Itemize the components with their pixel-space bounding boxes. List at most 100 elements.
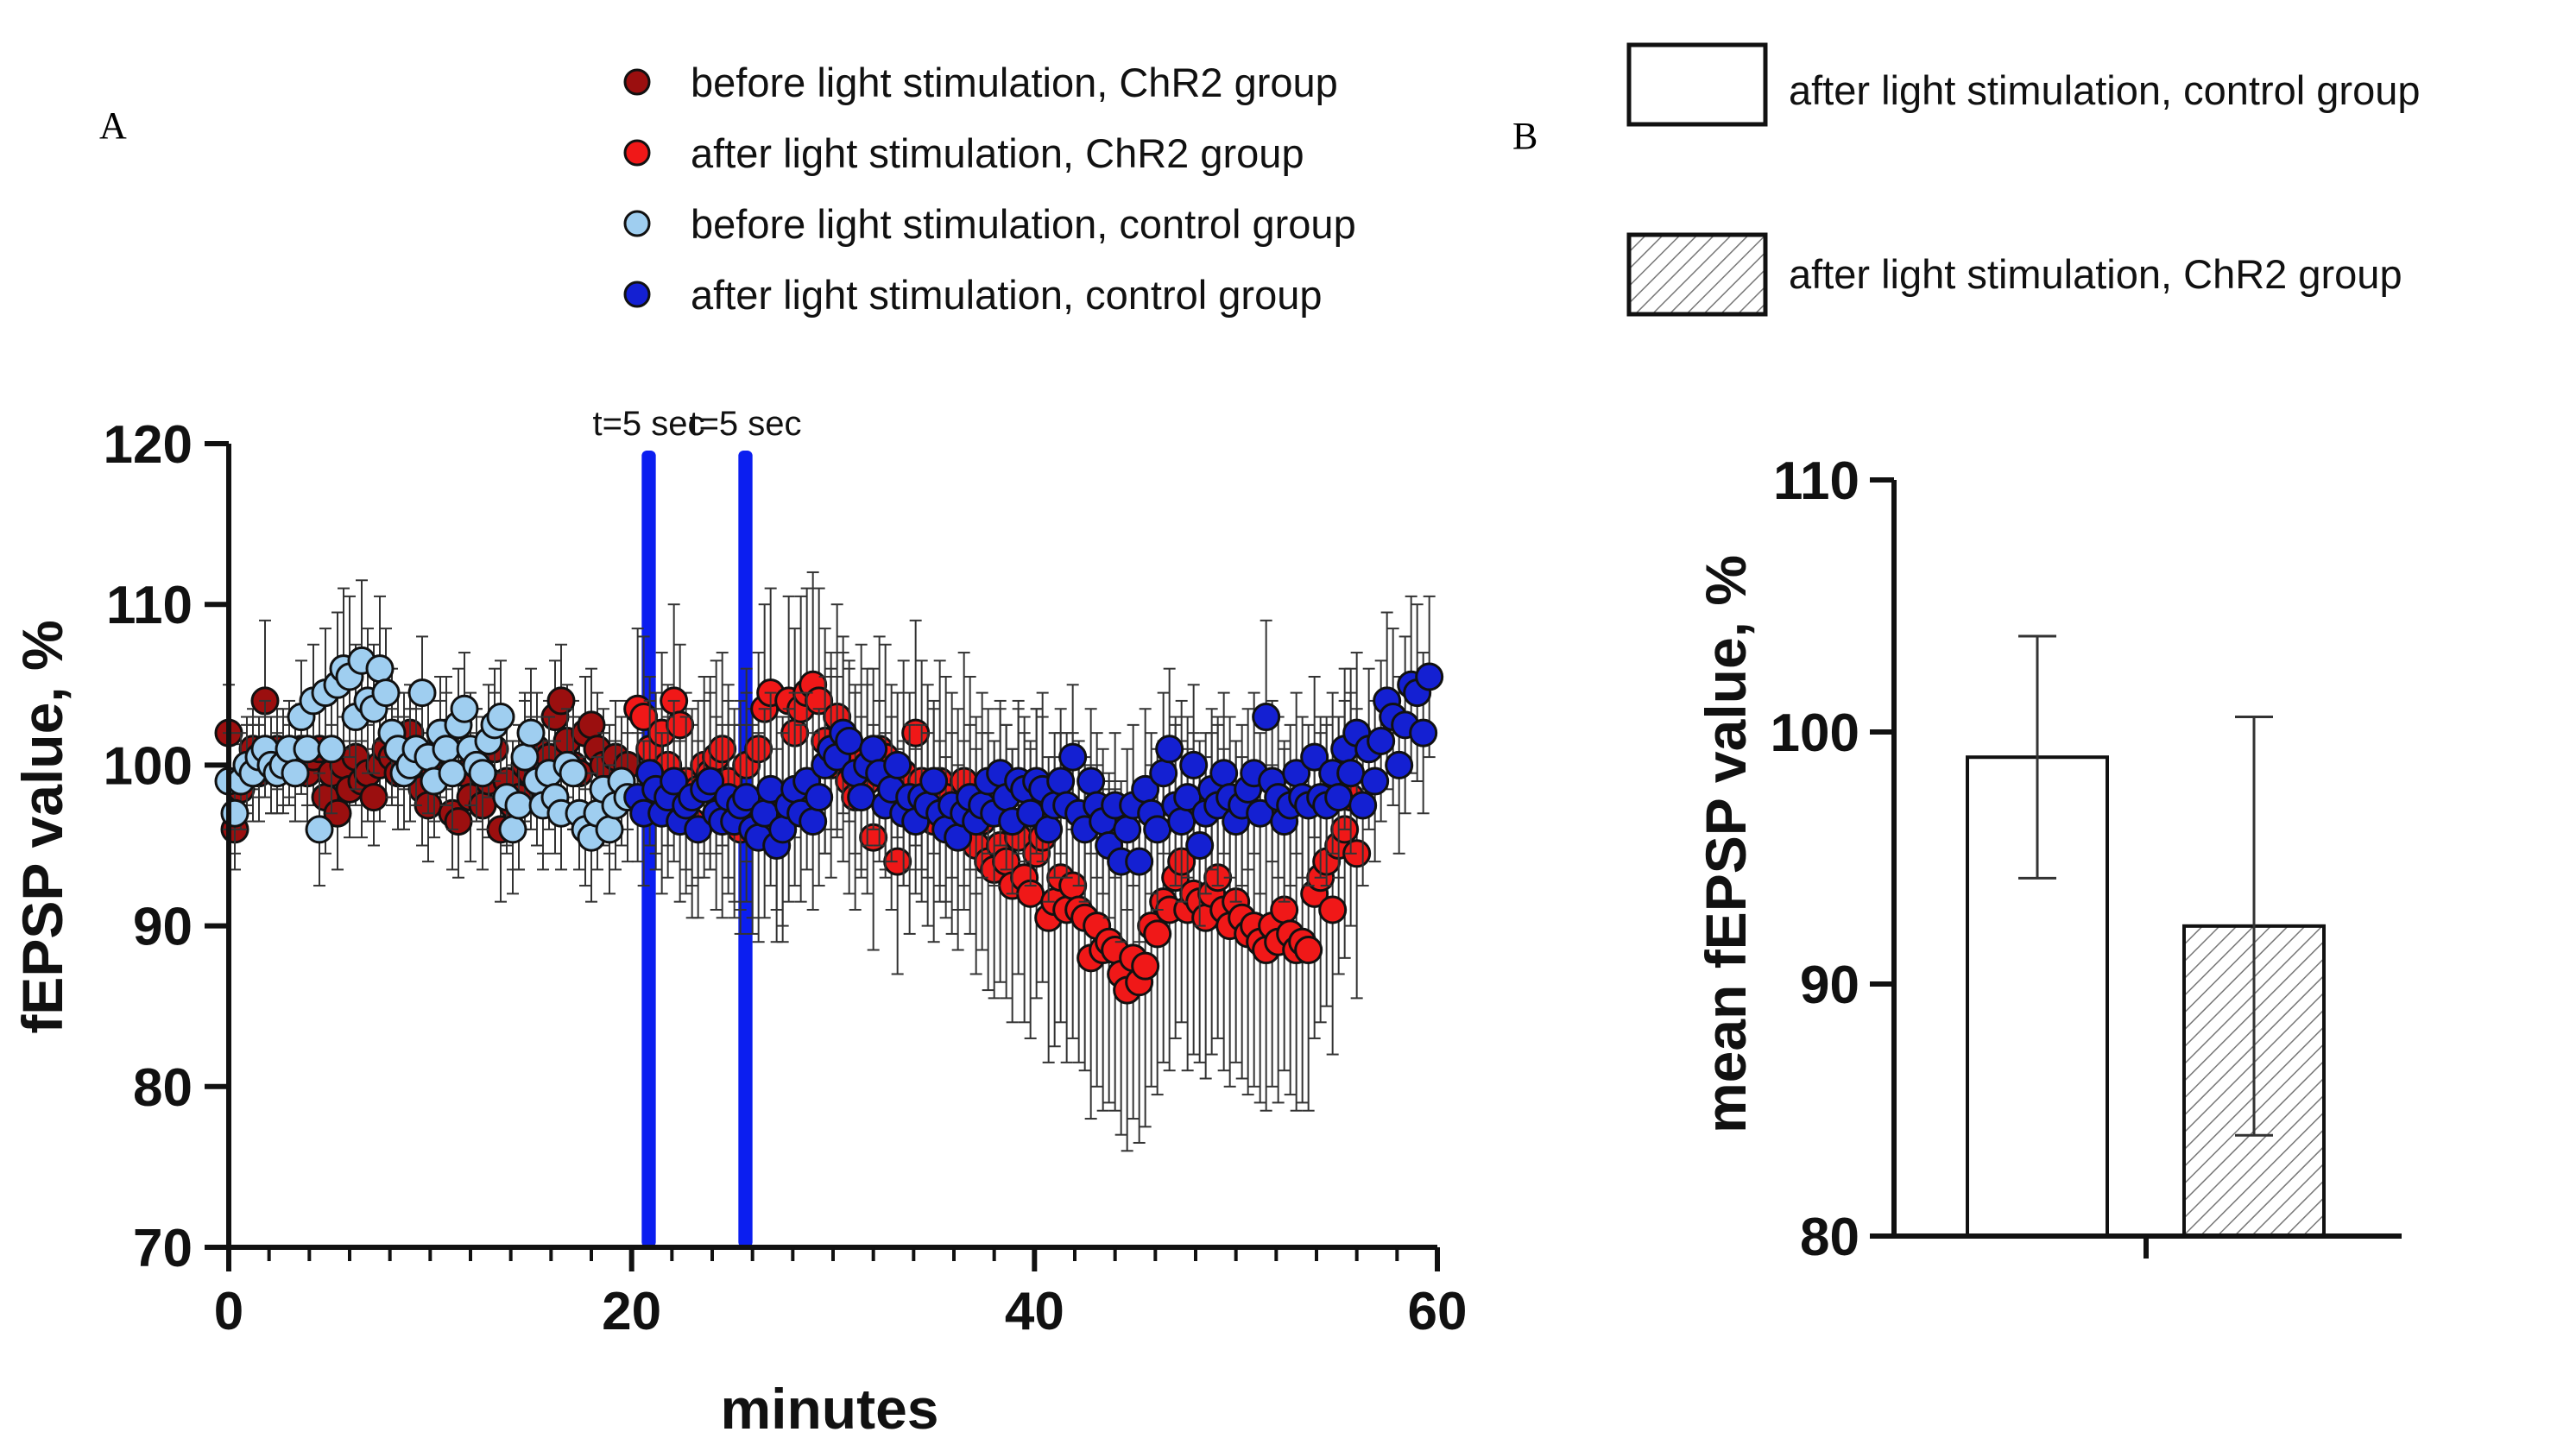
- data-point: [1300, 742, 1329, 772]
- legend-a-label-2: after light stimulation, ChR2 group: [691, 130, 1304, 176]
- chart-a-axes: 0 20 40 60 70 80 90 100 110 120: [104, 415, 1468, 1341]
- data-point: [883, 750, 912, 779]
- x-tick-label: 0: [214, 1282, 243, 1341]
- data-point: [450, 694, 479, 723]
- chart-b-y-tick-label: 100: [1771, 703, 1859, 763]
- data-point: [516, 718, 546, 748]
- data-point: [468, 759, 497, 788]
- data-point: [1336, 759, 1366, 788]
- panel-b-label: B: [1512, 115, 1537, 157]
- chart-b-y-tick-label: 110: [1773, 451, 1859, 511]
- data-point: [577, 710, 606, 740]
- chart-b-axes: 80 90 100 110: [1771, 451, 2402, 1267]
- chart-b: 80 90 100 110 mean fEPSP value, %: [1694, 451, 2402, 1267]
- data-point: [281, 759, 310, 788]
- chart-b-y-axis-title: mean fEPSP value, %: [1694, 555, 1758, 1133]
- data-point: [1185, 831, 1215, 860]
- data-point: [1318, 895, 1348, 924]
- legend-a-marker-3: [623, 210, 651, 237]
- data-point: [317, 735, 346, 764]
- data-point: [438, 759, 467, 788]
- data-point: [696, 767, 725, 796]
- data-point: [595, 815, 624, 844]
- data-point: [1143, 815, 1172, 844]
- data-point: [407, 678, 437, 708]
- data-point: [1294, 936, 1323, 965]
- data-point: [666, 710, 695, 740]
- data-point: [559, 759, 588, 788]
- y-tick-label: 80: [133, 1058, 193, 1118]
- legend-a-marker-2: [623, 139, 651, 167]
- legend-a-label-3: before light stimulation, control group: [691, 201, 1356, 247]
- legend-a: before light stimulation, ChR2 group aft…: [623, 60, 1356, 318]
- light-duration-label-2: t=5 sec: [689, 405, 801, 443]
- series-chr2-after: [623, 571, 1372, 1152]
- data-point: [1034, 815, 1064, 844]
- panel-a-label: A: [99, 104, 127, 147]
- y-tick-label: 100: [104, 736, 193, 796]
- data-point: [1113, 815, 1142, 844]
- legend-b-label-control: after light stimulation, control group: [1789, 67, 2420, 113]
- y-tick-label: 70: [133, 1219, 193, 1278]
- light-duration-label-1: t=5 sec: [592, 405, 704, 443]
- data-point: [444, 807, 473, 836]
- legend-a-marker-1: [623, 68, 651, 96]
- data-point: [498, 815, 527, 844]
- data-point: [293, 735, 322, 764]
- series-control-after: [623, 595, 1444, 943]
- data-point: [546, 686, 576, 716]
- data-point: [1252, 703, 1281, 732]
- data-point: [1131, 951, 1160, 981]
- data-point: [660, 767, 689, 796]
- series-control-before: [214, 579, 642, 903]
- data-point: [359, 783, 388, 812]
- x-tick-label: 60: [1408, 1282, 1468, 1341]
- data-point: [1046, 767, 1076, 796]
- data-point: [1125, 847, 1154, 876]
- legend-b-swatch-control: [1626, 42, 1768, 127]
- data-point: [1385, 750, 1414, 779]
- x-tick-label: 20: [602, 1282, 661, 1341]
- data-point: [486, 703, 515, 732]
- chart-a-points: [214, 571, 1444, 1152]
- data-point: [371, 678, 401, 708]
- y-tick-label: 90: [133, 898, 193, 957]
- data-point: [859, 735, 888, 764]
- data-point: [1348, 791, 1378, 820]
- data-point: [1149, 759, 1178, 788]
- data-point: [1179, 750, 1209, 779]
- data-point: [432, 735, 461, 764]
- legend-b-swatch-chr2: [1626, 232, 1768, 317]
- chart-a-y-axis-title: fEPSP value, %: [10, 620, 74, 1033]
- data-point: [919, 767, 949, 796]
- chart-b-y-tick-label: 80: [1800, 1208, 1859, 1267]
- legend-b: after light stimulation, control group a…: [1626, 42, 2420, 317]
- data-point: [805, 783, 834, 812]
- x-tick-label: 40: [1005, 1282, 1064, 1341]
- data-point: [1367, 726, 1396, 755]
- data-point: [305, 815, 334, 844]
- data-point: [365, 654, 395, 684]
- data-point: [504, 791, 534, 820]
- data-point: [1324, 783, 1354, 812]
- chart-b-bars: [1966, 634, 2326, 1238]
- legend-b-label-chr2: after light stimulation, ChR2 group: [1789, 251, 2402, 297]
- data-point: [1415, 662, 1444, 691]
- chart-b-y-tick-label: 90: [1800, 956, 1859, 1015]
- data-point: [799, 807, 828, 836]
- data-point: [1167, 807, 1196, 836]
- data-point: [1155, 735, 1184, 764]
- legend-a-marker-4: [623, 281, 651, 308]
- y-tick-label: 110: [106, 576, 193, 635]
- data-point: [1076, 767, 1106, 796]
- legend-a-label-4: after light stimulation, control group: [691, 272, 1322, 318]
- data-point: [835, 726, 864, 755]
- data-point: [1361, 767, 1390, 796]
- data-point: [1209, 759, 1239, 788]
- data-point: [1058, 742, 1088, 772]
- chart-a-x-axis-title: minutes: [720, 1377, 938, 1441]
- light-bar-1: [641, 451, 656, 1247]
